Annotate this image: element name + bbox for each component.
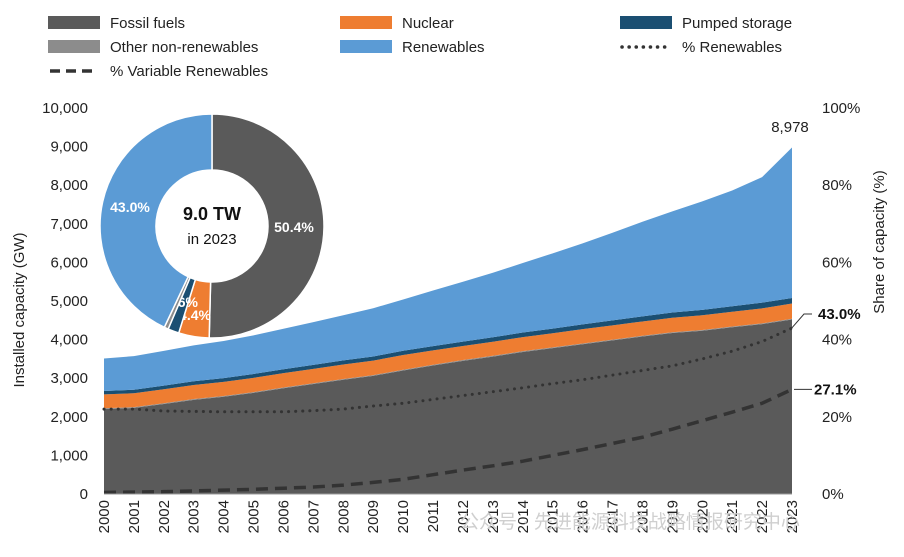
y-right-tick-label: 40% bbox=[822, 332, 852, 349]
area-fossil-fuels bbox=[104, 319, 792, 494]
y-left-tick-label: 7,000 bbox=[50, 216, 88, 233]
annotation-pct-variable-2023: 27.1% bbox=[814, 381, 857, 398]
legend-swatch-other-non-renewables bbox=[48, 40, 100, 53]
y-left-tick-label: 1,000 bbox=[50, 447, 88, 464]
legend-label-other-non-renewables: Other non-renewables bbox=[110, 39, 258, 56]
y-right-tick-label: 60% bbox=[822, 254, 852, 271]
y-right-axis-title: Share of capacity (%) bbox=[871, 170, 888, 313]
legend-label-pct-variable-renewables: % Variable Renewables bbox=[110, 63, 268, 80]
x-tick-label: 2010 bbox=[395, 500, 412, 533]
watermark: 公众号 · 先进能源科技战略情报研究中心 bbox=[460, 511, 800, 533]
donut-slice-fossil-fuels bbox=[208, 113, 325, 339]
x-tick-label: 2017 bbox=[605, 500, 622, 533]
x-tick-label: 2009 bbox=[365, 500, 382, 533]
x-tick-label: 2005 bbox=[246, 500, 263, 533]
donut-label-renewables: 43.0% bbox=[110, 199, 150, 215]
x-tick-label: 2014 bbox=[515, 500, 532, 533]
donut-center-caption: in 2023 bbox=[187, 231, 236, 248]
x-tick-label: 2001 bbox=[126, 500, 143, 533]
x-tick-label: 2012 bbox=[455, 500, 472, 533]
x-tick-label: 2006 bbox=[275, 500, 292, 533]
legend-label-fossil-fuels: Fossil fuels bbox=[110, 15, 185, 32]
y-left-tick-label: 8,000 bbox=[50, 177, 88, 194]
x-tick-label: 2000 bbox=[96, 500, 113, 533]
y-right-tick-label: 0% bbox=[822, 486, 844, 503]
legend: Fossil fuels Nuclear Pumped storage Other n… bbox=[48, 15, 792, 80]
legend-label-pct-renewables: % Renewables bbox=[682, 39, 782, 56]
x-tick-label: 2008 bbox=[335, 500, 352, 533]
y-right-tick-label: 100% bbox=[822, 100, 860, 117]
area-pumped-storage bbox=[104, 297, 792, 395]
donut-label-nuclear: 4.4% bbox=[179, 307, 211, 323]
axes: 0 1,000 2,000 3,000 4,000 5,000 6,000 7,000 8,00… bbox=[42, 100, 860, 533]
area-renewables bbox=[104, 147, 792, 391]
legend-swatch-renewables bbox=[340, 40, 392, 53]
legend-label-nuclear: Nuclear bbox=[402, 15, 454, 32]
legend-swatch-pumped-storage bbox=[620, 16, 672, 29]
annotations: 8,978 43.0% 27.1% bbox=[771, 119, 860, 398]
legend-label-renewables: Renewables bbox=[402, 39, 485, 56]
x-tick-label: 2023 bbox=[784, 500, 801, 533]
x-tick-label: 2002 bbox=[156, 500, 173, 533]
x-tick-label: 2011 bbox=[425, 500, 442, 532]
legend-swatch-fossil-fuels bbox=[48, 16, 100, 29]
y-left-tick-label: 2,000 bbox=[50, 409, 88, 426]
share-lines bbox=[102, 326, 794, 495]
y-left-tick-label: 0 bbox=[80, 486, 88, 503]
y-left-tick-label: 9,000 bbox=[50, 139, 88, 156]
x-tick-label: 2022 bbox=[754, 500, 771, 533]
donut-center-value: 9.0 TW bbox=[183, 204, 241, 224]
line-pct-variable-renewables bbox=[103, 387, 793, 495]
x-tick-label: 2015 bbox=[545, 500, 562, 533]
x-tick-label: 2018 bbox=[634, 500, 651, 533]
y-left-tick-label: 6,000 bbox=[50, 254, 88, 271]
annotation-leader-pct-renewables bbox=[789, 313, 812, 331]
y-right-tick-label: 20% bbox=[822, 409, 852, 426]
x-tick-label: 2020 bbox=[694, 500, 711, 533]
y-right-tick-label: 80% bbox=[822, 177, 852, 194]
y-left-axis-title: Installed capacity (GW) bbox=[11, 232, 28, 387]
y-left-tick-label: 3,000 bbox=[50, 370, 88, 387]
legend-swatch-nuclear bbox=[340, 16, 392, 29]
stacked-areas bbox=[104, 147, 792, 494]
x-tick-label: 2007 bbox=[305, 500, 322, 533]
x-tick-label: 2016 bbox=[575, 500, 592, 533]
legend-label-pumped-storage: Pumped storage bbox=[682, 15, 792, 32]
y-left-tick-label: 10,000 bbox=[42, 100, 88, 117]
donut-slice-renewables bbox=[99, 113, 213, 329]
x-tick-label: 2003 bbox=[186, 500, 203, 533]
x-tick-label: 2021 bbox=[724, 500, 741, 533]
x-tick-label: 2004 bbox=[216, 500, 233, 533]
annotation-total-2023: 8,978 bbox=[771, 119, 809, 136]
y-left-tick-label: 5,000 bbox=[50, 293, 88, 310]
area-nuclear bbox=[104, 303, 792, 409]
line-pct-renewables bbox=[102, 326, 794, 414]
annotation-pct-renewables-2023: 43.0% bbox=[818, 306, 861, 323]
y-left-tick-label: 4,000 bbox=[50, 332, 88, 349]
x-tick-label: 2019 bbox=[664, 500, 681, 533]
x-tick-label: 2013 bbox=[485, 500, 502, 533]
area-other-non-renewables bbox=[104, 318, 792, 410]
donut-label-fossil-fuels: 50.4% bbox=[274, 219, 314, 235]
